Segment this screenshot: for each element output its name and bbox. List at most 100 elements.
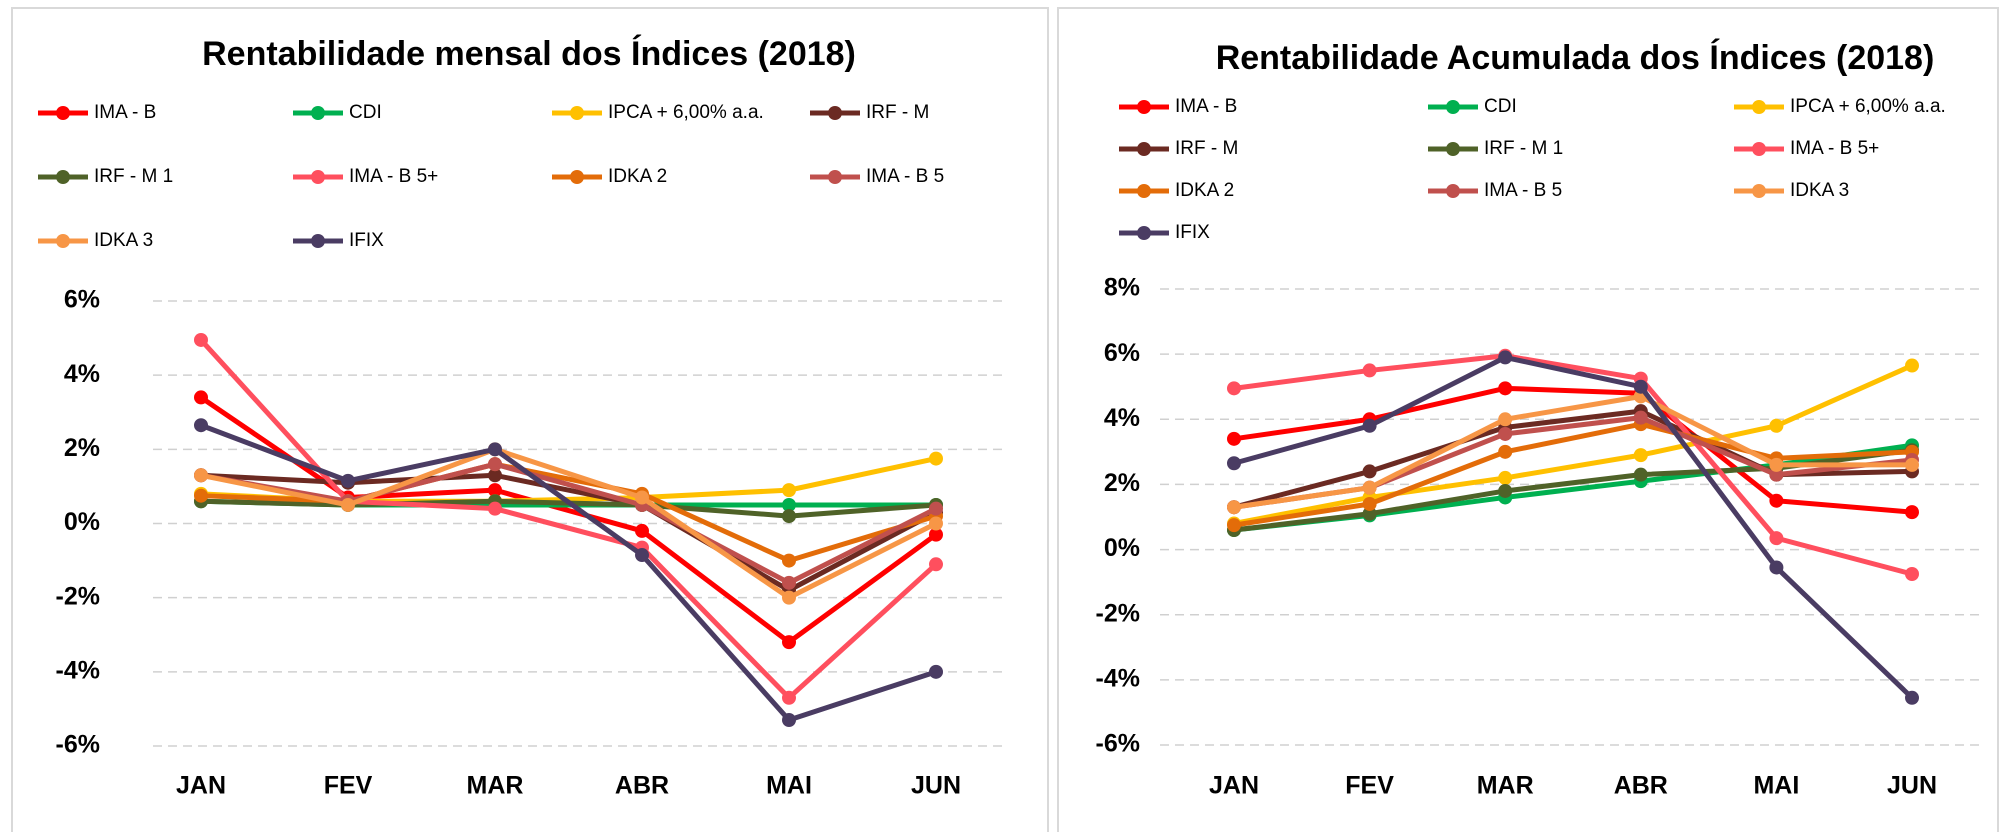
y-tick-label: 6% (64, 286, 100, 314)
data-point (1362, 480, 1377, 495)
data-point (1227, 500, 1241, 515)
legend-label: IMA - B (94, 102, 156, 123)
legend-marker (1137, 100, 1151, 114)
x-tick-label: FEV (324, 772, 373, 800)
data-point (1498, 426, 1513, 441)
legend-marker (828, 170, 842, 184)
data-point (1498, 381, 1513, 396)
legend-marker (56, 170, 70, 184)
legend-label: IMA - B 5 (866, 166, 944, 187)
x-tick-label: JUN (911, 772, 961, 800)
data-point (1227, 431, 1241, 446)
y-tick-label: 4% (1104, 404, 1140, 432)
data-point (194, 418, 208, 433)
legend-label: IRF - M 1 (1484, 138, 1563, 159)
series-line (1233, 363, 1914, 526)
legend-label: IRF - M 1 (94, 166, 173, 187)
y-tick-label: -2% (1096, 599, 1140, 627)
legend-label: IDKA 2 (1175, 180, 1234, 201)
data-point (782, 483, 796, 498)
series-line (200, 472, 938, 593)
legend-marker (311, 106, 325, 120)
x-tick-label: ABR (615, 772, 669, 800)
x-tick-label: ABR (1614, 772, 1668, 800)
x-tick-label: MAR (1477, 772, 1534, 800)
legend-label: IDKA 3 (94, 230, 153, 251)
data-point (488, 442, 502, 457)
data-point (929, 527, 943, 542)
data-point (194, 488, 208, 503)
legend-marker (311, 234, 325, 248)
data-point (1362, 418, 1377, 433)
data-point (782, 509, 796, 524)
data-point (1362, 506, 1377, 521)
data-point (1227, 518, 1241, 533)
y-tick-label: -4% (56, 656, 100, 684)
data-point (1362, 363, 1377, 378)
y-tick-label: 6% (1104, 339, 1140, 367)
legend-label: IMA - B 5 (1484, 180, 1562, 201)
x-tick-label: MAI (1753, 772, 1799, 800)
data-point (929, 557, 943, 572)
data-point (635, 548, 649, 563)
legend-label: IMA - B (1175, 96, 1237, 117)
data-point (1362, 496, 1377, 511)
data-point (1905, 505, 1919, 520)
series-line (199, 338, 938, 701)
legend-label: IRF - M (1175, 138, 1238, 159)
legend-marker (1137, 142, 1151, 156)
legend-label: CDI (349, 102, 382, 123)
x-tick-label: MAI (766, 772, 812, 800)
series-line (200, 446, 938, 601)
y-tick-label: -6% (1096, 730, 1140, 758)
data-point (1905, 358, 1919, 373)
legend-label: IFIX (349, 230, 384, 251)
data-point (1769, 418, 1784, 433)
legend-marker (570, 106, 584, 120)
panel-border (11, 7, 1049, 832)
y-tick-label: 4% (64, 360, 100, 388)
data-point (782, 635, 796, 650)
data-point (1769, 457, 1784, 472)
panel-border (1057, 7, 1999, 832)
series-line (199, 395, 938, 645)
data-point (1769, 560, 1784, 575)
legend-marker (1752, 100, 1766, 114)
data-point (1498, 350, 1513, 365)
legend-label: IDKA 3 (1790, 180, 1849, 201)
data-point (782, 713, 796, 728)
data-point (635, 523, 649, 538)
data-point (1633, 410, 1648, 425)
data-point (1769, 493, 1784, 508)
legend-marker (1752, 184, 1766, 198)
data-point (1633, 448, 1648, 463)
data-point (1362, 464, 1377, 479)
data-point (488, 468, 502, 483)
data-point (782, 690, 796, 705)
legend-marker (1446, 100, 1460, 114)
data-point (929, 451, 943, 466)
data-point (1769, 467, 1784, 482)
chart-title: Rentabilidade mensal dos Índices (2018) (202, 35, 856, 73)
y-tick-label: 2% (64, 434, 100, 462)
x-tick-label: JAN (1209, 772, 1259, 800)
series-line (1233, 353, 1913, 577)
x-tick-label: MAR (467, 772, 524, 800)
legend-label: CDI (1484, 96, 1517, 117)
legend-marker (56, 106, 70, 120)
data-point (635, 490, 649, 505)
legend-label: IDKA 2 (608, 166, 667, 187)
data-point (1227, 381, 1241, 396)
data-point (1633, 379, 1648, 394)
data-point (194, 390, 208, 405)
legend-label: IPCA + 6,00% a.a. (1790, 96, 1946, 117)
data-point (929, 501, 943, 516)
series-line (1233, 393, 1912, 510)
data-point (929, 664, 943, 679)
data-point (929, 516, 943, 531)
legend-marker (311, 170, 325, 184)
data-point (341, 473, 355, 488)
legend-marker (1446, 142, 1460, 156)
legend-marker (1137, 184, 1151, 198)
y-tick-label: 0% (64, 508, 100, 536)
